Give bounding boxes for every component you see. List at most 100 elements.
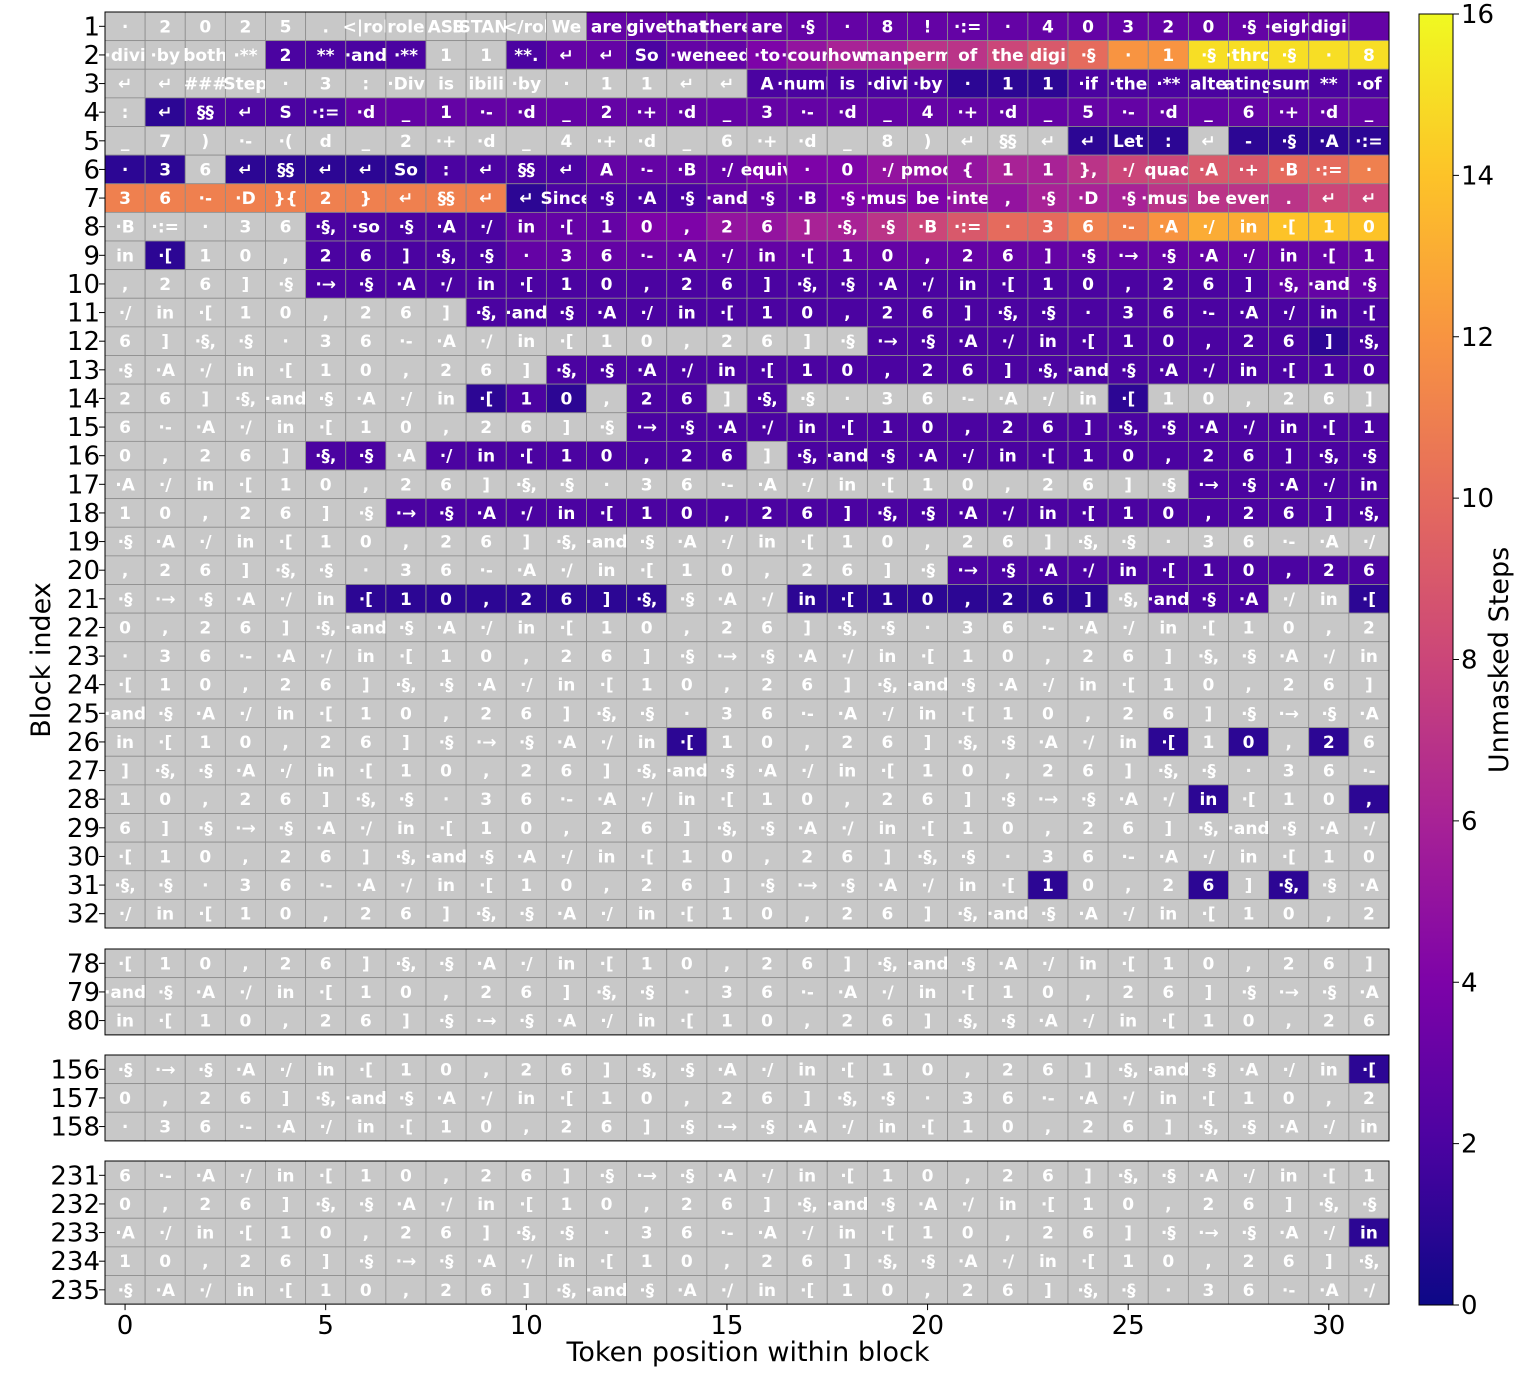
- cell-token-label: ]: [362, 847, 370, 867]
- cell-token-label: ·§: [198, 819, 213, 839]
- heatmap-cell: [1027, 11, 1069, 42]
- cell-token-label: ·[: [680, 905, 694, 925]
- cell-token-label: ·[: [1041, 447, 1055, 467]
- heatmap-cell: [947, 412, 989, 442]
- cell-token-label: ·: [603, 1224, 609, 1244]
- cell-token-label: in: [196, 475, 214, 495]
- cell-token-label: ·/: [600, 905, 613, 925]
- heatmap-cell: [1268, 68, 1310, 99]
- cell-token-label: 1: [841, 246, 853, 266]
- cell-token-label: ·§,: [395, 847, 416, 867]
- cell-token-label: ·A: [1359, 983, 1379, 1003]
- cell-token-label: ·A: [276, 1118, 296, 1138]
- cell-token-label: ]: [603, 590, 611, 610]
- cell-token-label: 0: [400, 1166, 412, 1186]
- cell-token-label: ·§,: [315, 218, 336, 238]
- heatmap-cell: [305, 383, 347, 414]
- heatmap-cell: [545, 240, 587, 271]
- cell-token-label: ]: [442, 905, 450, 925]
- heatmap-cell: [1067, 326, 1109, 356]
- cell-token-label: ·-: [1282, 1281, 1296, 1301]
- cell-token-label: 1: [1162, 46, 1174, 66]
- cell-token-label: ·→: [396, 504, 417, 524]
- heatmap-cell: [746, 211, 788, 242]
- cell-token-label: ·→: [315, 275, 336, 295]
- cell-token-label: ·/: [721, 160, 734, 180]
- cell-token-label: ·[: [278, 533, 292, 553]
- cell-token-label: ·§,: [837, 618, 858, 638]
- cell-token-label: ·:=: [954, 17, 982, 37]
- heatmap-cell: [1147, 355, 1189, 385]
- cell-token-label: _: [843, 132, 852, 152]
- cell-token-label: 6: [681, 475, 693, 495]
- heatmap-cell: [666, 40, 708, 70]
- heatmap-cell: [224, 183, 266, 213]
- cell-token-label: 6: [1243, 103, 1255, 123]
- cell-token-label: ·+: [1238, 160, 1259, 180]
- cell-token-label: 0: [841, 361, 853, 381]
- cell-token-label: in: [798, 1060, 816, 1080]
- cell-token-label: ·[: [599, 1252, 613, 1272]
- heatmap-cell: [224, 211, 266, 242]
- heatmap-cell: [786, 154, 828, 185]
- cell-token-label: 1: [841, 1281, 853, 1301]
- cell-token-label: 2: [1082, 819, 1094, 839]
- cell-token-label: ·§: [1121, 533, 1136, 553]
- cell-token-label: in: [1079, 676, 1097, 696]
- cell-token-label: ·[: [559, 618, 573, 638]
- cell-token-label: 6: [801, 504, 813, 524]
- cell-token-label: 3: [721, 704, 733, 724]
- cell-token-label: ·/: [1042, 676, 1055, 696]
- cell-token-label: ,: [1165, 447, 1171, 467]
- cell-token-label: 6: [681, 389, 693, 409]
- cell-token-label: 6: [1363, 561, 1375, 581]
- cell-token-label: ]: [201, 389, 209, 409]
- cell-token-label: ·**: [233, 46, 257, 66]
- cell-token-label: ·/: [841, 819, 854, 839]
- cell-token-label: 1: [1162, 954, 1174, 974]
- cell-token-label: 0: [119, 618, 131, 638]
- heatmap-cell: [305, 97, 347, 127]
- cell-token-label: 2: [159, 561, 171, 581]
- heatmap-cell: [1067, 269, 1109, 299]
- cell-token-label: ·[: [359, 1060, 373, 1080]
- row-tick-label: 31: [67, 871, 100, 901]
- cell-token-label: ·→: [1278, 983, 1299, 1003]
- cell-token-label: ·§: [639, 1281, 654, 1301]
- cell-token-label: ·and: [906, 954, 948, 974]
- cell-token-label: 0: [360, 361, 372, 381]
- cell-token-label: 6: [1082, 1224, 1094, 1244]
- cell-token-label: ·by: [913, 75, 943, 95]
- row-tick-label: 231: [50, 1161, 100, 1191]
- cell-token-label: 2: [520, 590, 532, 610]
- cell-token-label: 6: [1283, 1252, 1295, 1272]
- cell-token-label: alte: [1190, 75, 1227, 95]
- cell-token-label: 1: [601, 332, 613, 352]
- heatmap-cell: [947, 126, 989, 156]
- cell-token-label: 1: [882, 590, 894, 610]
- cell-token-label: ·: [1245, 762, 1251, 782]
- cell-token-label: 6: [841, 561, 853, 581]
- cell-token-label: 6: [440, 1224, 452, 1244]
- heatmap-cell: [1228, 211, 1270, 242]
- cell-token-label: ·[: [920, 1118, 934, 1138]
- cell-token-label: in: [477, 447, 495, 467]
- heatmap-cell: [826, 68, 868, 99]
- cell-token-label: ·[: [158, 733, 172, 753]
- cell-token-label: 2: [159, 275, 171, 295]
- cell-token-label: both: [183, 46, 227, 66]
- heatmap-cell: [866, 412, 908, 442]
- cell-token-label: 2: [1002, 1166, 1014, 1186]
- heatmap-cell: [866, 269, 908, 299]
- row-tick-label: 10: [67, 270, 100, 300]
- colorbar-tick-label: 8: [1461, 646, 1478, 676]
- heatmap-cell: [1027, 154, 1069, 185]
- cell-token-label: ·[: [1081, 504, 1095, 524]
- cell-token-label: ]: [763, 1195, 771, 1215]
- cell-token-label: ·-: [479, 561, 493, 581]
- cell-token-label: in: [557, 1252, 575, 1272]
- cell-token-label: ·A: [797, 819, 817, 839]
- cell-token-label: ]: [161, 332, 169, 352]
- cell-token-label: 0: [119, 447, 131, 467]
- cell-token-label: ↵: [720, 75, 734, 95]
